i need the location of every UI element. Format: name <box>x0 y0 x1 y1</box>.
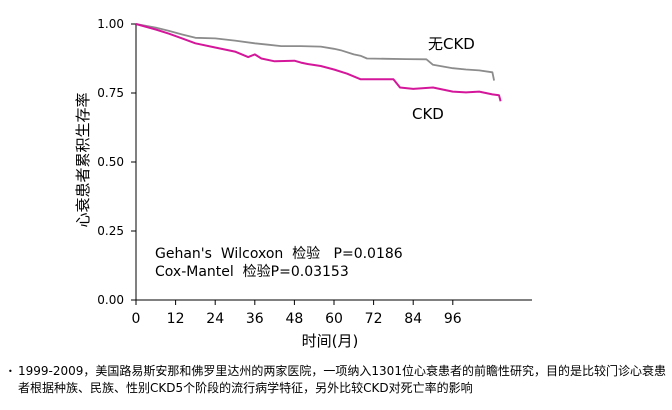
series-line-no-ckd <box>135 23 495 81</box>
series-label-no-ckd: 无CKD <box>428 35 475 53</box>
wilcoxon-test-annotation: Gehan's Wilcoxon 检验 P=0.0186 <box>155 246 403 262</box>
footnote-bullet: • <box>8 367 13 376</box>
series-lines <box>135 23 502 102</box>
y-tick-label: 0.75 <box>97 86 124 100</box>
series-line-ckd <box>135 23 502 102</box>
x-tick-label: 36 <box>246 311 264 327</box>
footnote-text: 1999-2009，美国路易斯安那和佛罗里达州的两家医院，一项纳入1301位心衰… <box>18 364 666 395</box>
y-axis-label: 心衰患者累积生存率 <box>74 92 92 227</box>
cox-mantel-test-annotation: Cox-Mantel 检验P=0.03153 <box>155 264 349 280</box>
footnote: • 1999-2009，美国路易斯安那和佛罗里达州的两家医院，一项纳入1301位… <box>8 363 668 397</box>
x-tick-label: 0 <box>132 311 141 327</box>
x-axis-label: 时间(月) <box>302 332 359 350</box>
x-tick-label: 48 <box>285 311 303 327</box>
x-tick-label: 24 <box>206 311 224 327</box>
series-label-ckd: CKD <box>412 105 444 123</box>
x-tick-label: 96 <box>444 311 462 327</box>
y-tick-label: 0.00 <box>97 293 124 307</box>
x-tick-label: 60 <box>325 311 343 327</box>
y-axis-ticks: 0.00 0.25 0.50 0.75 1.00 <box>97 17 136 307</box>
x-tick-label: 12 <box>167 311 185 327</box>
y-tick-label: 1.00 <box>97 17 124 31</box>
y-tick-label: 0.25 <box>97 224 124 238</box>
y-tick-label: 0.50 <box>97 155 124 169</box>
x-axis-ticks: 0 12 24 36 48 60 72 84 96 <box>132 300 462 327</box>
x-tick-label: 84 <box>404 311 422 327</box>
x-tick-label: 72 <box>365 311 383 327</box>
survival-chart: 0.00 0.25 0.50 0.75 1.00 0 12 24 36 48 60 72 84 96 无… <box>74 17 532 350</box>
